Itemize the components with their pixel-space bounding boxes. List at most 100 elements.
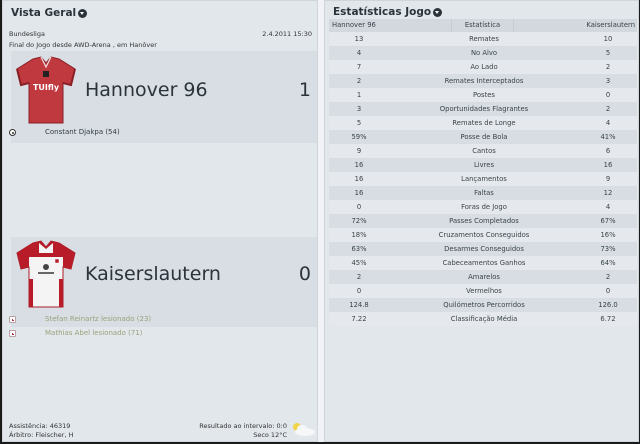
table-row: 63% Desarmes Conseguidos 73% <box>329 242 637 256</box>
weather-text: Seco 12°C <box>253 431 287 439</box>
away-value: 6 <box>605 147 611 155</box>
stat-label: Livres <box>473 161 495 169</box>
table-row: 7.22 Classificação Média 6.72 <box>329 312 637 326</box>
table-row: 2 Remates Interceptados 3 <box>329 74 637 88</box>
away-value: 16 <box>603 161 613 169</box>
header-home-team[interactable]: Hannover 96 <box>329 19 452 32</box>
table-row: 16 Livres 16 <box>329 158 637 172</box>
away-team-name[interactable]: Kaiserslautern <box>85 263 221 285</box>
away-value: 2 <box>605 273 611 281</box>
header-away-team[interactable]: Kaiserslautern <box>586 21 635 29</box>
home-value: 0 <box>356 287 362 295</box>
away-value: 2 <box>605 105 611 113</box>
home-team-score: 1 <box>298 79 311 101</box>
stat-label: Posse de Bola <box>460 133 508 141</box>
stat-label: Cabeceamentos Ganhos <box>442 259 526 267</box>
stats-header-row: Hannover 96 Estatística Kaiserslautern <box>329 19 637 32</box>
competition-label: Bundesliga <box>9 30 45 38</box>
ball-icon <box>9 129 16 136</box>
home-value: 13 <box>354 35 364 43</box>
stat-label: Postes <box>473 91 495 99</box>
home-value: 124.8 <box>349 301 369 309</box>
table-row: 0 Vermelhos 0 <box>329 284 637 298</box>
table-row: 3 Oportunidades Flagrantes 2 <box>329 102 637 116</box>
svg-text:TUIfly: TUIfly <box>33 83 60 92</box>
halftime-score: Resultado ao intervalo: 0:0 <box>199 422 287 430</box>
away-team-score: 0 <box>298 263 311 285</box>
away-value: 12 <box>603 189 613 197</box>
away-value: 41% <box>600 133 616 141</box>
home-value: 16 <box>354 189 364 197</box>
table-row: 72% Passes Completados 67% <box>329 214 637 228</box>
away-team-block: Kaiserslautern 0 <box>11 237 317 327</box>
away-value: 67% <box>600 217 616 225</box>
stat-label: Ao Lado <box>470 63 498 71</box>
stat-label: Faltas <box>474 189 494 197</box>
injury-event: Mathias Abel lesionado (71) <box>9 329 315 341</box>
home-team-name[interactable]: Hannover 96 <box>85 79 208 101</box>
home-value: 45% <box>351 259 367 267</box>
stat-label: No Alvo <box>470 49 498 57</box>
injury-event: Stefan Reinartz lesionado (23) <box>9 315 315 327</box>
home-value: 4 <box>356 49 362 57</box>
referee: Árbitro: Fleischer, H <box>9 431 74 439</box>
injury-text[interactable]: Stefan Reinartz lesionado (23) <box>45 315 152 323</box>
stats-table: Hannover 96 Estatística Kaiserslautern 1… <box>329 19 637 326</box>
away-value: 126.0 <box>598 301 618 309</box>
injury-cross-icon <box>9 330 16 337</box>
dropdown-circle-icon[interactable] <box>78 8 88 18</box>
match-overview-panel: Vista Geral Bundesliga 2.4.2011 15:30 Fi… <box>2 0 318 442</box>
injury-text[interactable]: Mathias Abel lesionado (71) <box>45 329 143 337</box>
home-value: 7 <box>356 63 362 71</box>
stat-label: Cantos <box>472 147 496 155</box>
venue-line: Final do Jogo desde AWD-Arena , em Hanôv… <box>9 41 157 49</box>
away-shirt-icon <box>16 240 76 308</box>
goal-scorer[interactable]: Constant Djakpa (54) <box>45 128 120 136</box>
stat-label: Passes Completados <box>449 217 519 225</box>
table-row: 2 Amarelos 2 <box>329 270 637 284</box>
table-row: 16 Faltas 12 <box>329 186 637 200</box>
overview-title-text: Vista Geral <box>11 7 77 19</box>
partly-cloudy-icon <box>293 423 315 436</box>
stats-title[interactable]: Estatísticas Jogo <box>333 6 443 18</box>
home-value: 7.22 <box>351 315 367 323</box>
away-value: 0 <box>605 91 611 99</box>
home-value: 9 <box>356 147 362 155</box>
stat-label: Desarmes Conseguidos <box>444 245 524 253</box>
table-row: 124.8 Quilómetros Percorridos 126.0 <box>329 298 637 312</box>
goal-event: Constant Djakpa (54) <box>9 128 315 140</box>
stat-label: Classificação Média <box>450 315 518 323</box>
away-value: 73% <box>600 245 616 253</box>
header-statistic[interactable]: Estatística <box>452 19 514 32</box>
table-row: 0 Foras de Jogo 4 <box>329 200 637 214</box>
table-row: 9 Cantos 6 <box>329 144 637 158</box>
stats-title-text: Estatísticas Jogo <box>333 6 432 18</box>
home-value: 16 <box>354 175 364 183</box>
overview-title[interactable]: Vista Geral <box>11 7 88 19</box>
home-value: 0 <box>356 203 362 211</box>
stat-label: Vermelhos <box>466 287 502 295</box>
stat-label: Lançamentos <box>461 175 507 183</box>
away-value: 5 <box>605 49 611 57</box>
match-stats-panel: Estatísticas Jogo Hannover 96 Estatístic… <box>324 0 639 442</box>
home-value: 3 <box>356 105 362 113</box>
home-value: 18% <box>351 231 367 239</box>
away-value: 0 <box>605 287 611 295</box>
away-value: 64% <box>600 259 616 267</box>
stat-label: Remates de Longe <box>452 119 516 127</box>
away-value: 4 <box>605 203 611 211</box>
home-value: 16 <box>354 161 364 169</box>
stat-label: Remates <box>469 35 499 43</box>
home-value: 59% <box>351 133 367 141</box>
away-value: 2 <box>605 63 611 71</box>
table-row: 5 Remates de Longe 4 <box>329 116 637 130</box>
panel-divider <box>318 0 324 442</box>
home-shirt-icon: TUIfly <box>16 56 76 124</box>
match-datetime: 2.4.2011 15:30 <box>262 30 312 38</box>
home-team-block: TUIfly Hannover 96 1 <box>11 51 317 143</box>
stat-label: Foras de Jogo <box>461 203 507 211</box>
home-value: 5 <box>356 119 362 127</box>
table-row: 1 Postes 0 <box>329 88 637 102</box>
away-value: 6.72 <box>600 315 616 323</box>
dropdown-circle-icon[interactable] <box>433 7 443 17</box>
